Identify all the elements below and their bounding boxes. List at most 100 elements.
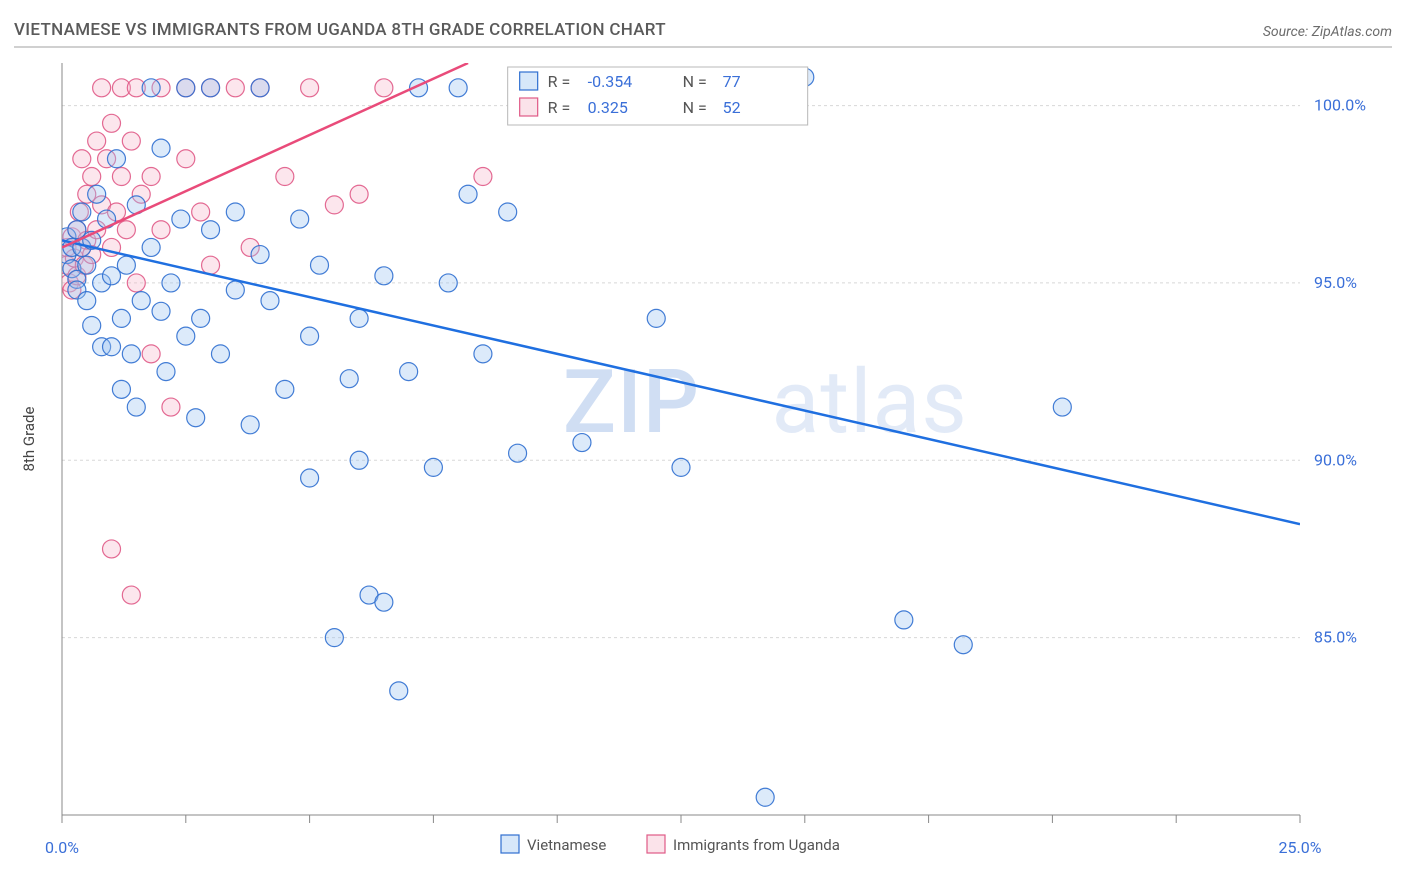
marker-vietnamese <box>251 246 269 264</box>
marker-vietnamese <box>142 79 160 97</box>
marker-vietnamese <box>459 185 477 203</box>
marker-vietnamese <box>177 79 195 97</box>
marker-vietnamese <box>672 458 690 476</box>
y-axis-title: 8th Grade <box>20 407 38 472</box>
marker-vietnamese <box>187 409 205 427</box>
marker-uganda <box>73 150 91 168</box>
marker-uganda <box>325 196 343 214</box>
marker-vietnamese <box>162 274 180 292</box>
y-tick-label: 85.0% <box>1314 628 1357 647</box>
r-value: -0.354 <box>588 72 633 91</box>
source-attribution: Source: ZipAtlas.com <box>1263 24 1392 40</box>
marker-vietnamese <box>1053 398 1071 416</box>
marker-uganda <box>103 540 121 558</box>
marker-uganda <box>103 114 121 132</box>
chart-title: VIETNAMESE VS IMMIGRANTS FROM UGANDA 8TH… <box>14 20 666 40</box>
marker-vietnamese <box>449 79 467 97</box>
x-tick-label: 0.0% <box>45 838 79 857</box>
legend-swatch <box>647 835 665 853</box>
marker-vietnamese <box>202 221 220 239</box>
marker-uganda <box>142 345 160 363</box>
marker-uganda <box>226 79 244 97</box>
marker-uganda <box>350 185 368 203</box>
r-value: 0.325 <box>588 98 628 117</box>
marker-vietnamese <box>390 682 408 700</box>
marker-uganda <box>127 274 145 292</box>
marker-vietnamese <box>226 281 244 299</box>
marker-vietnamese <box>291 210 309 228</box>
marker-uganda <box>202 256 220 274</box>
marker-vietnamese <box>142 238 160 256</box>
legend-swatch <box>501 835 519 853</box>
marker-vietnamese <box>172 210 190 228</box>
marker-uganda <box>122 132 140 150</box>
marker-vietnamese <box>132 292 150 310</box>
marker-uganda <box>162 398 180 416</box>
marker-vietnamese <box>474 345 492 363</box>
source-name: ZipAtlas.com <box>1312 24 1392 40</box>
marker-vietnamese <box>439 274 457 292</box>
marker-vietnamese <box>509 444 527 462</box>
marker-vietnamese <box>499 203 517 221</box>
marker-vietnamese <box>350 309 368 327</box>
source-prefix: Source: <box>1263 24 1312 40</box>
marker-vietnamese <box>424 458 442 476</box>
marker-vietnamese <box>895 611 913 629</box>
marker-vietnamese <box>83 316 101 334</box>
marker-vietnamese <box>350 451 368 469</box>
marker-vietnamese <box>301 469 319 487</box>
legend-swatch <box>520 72 538 90</box>
marker-vietnamese <box>211 345 229 363</box>
x-tick-label: 25.0% <box>1279 838 1322 857</box>
marker-vietnamese <box>177 327 195 345</box>
marker-vietnamese <box>112 309 130 327</box>
marker-uganda <box>375 79 393 97</box>
marker-vietnamese <box>573 434 591 452</box>
legend-label: Immigrants from Uganda <box>673 836 840 854</box>
legend-swatch <box>520 98 538 116</box>
scatter-chart-svg: 85.0%90.0%95.0%100.0%ZIPatlas0.0%25.0%8t… <box>14 55 1392 883</box>
marker-vietnamese <box>251 79 269 97</box>
header-row: VIETNAMESE VS IMMIGRANTS FROM UGANDA 8TH… <box>14 12 1392 48</box>
marker-uganda <box>276 168 294 186</box>
legend-label: Vietnamese <box>527 836 606 854</box>
marker-uganda <box>474 168 492 186</box>
marker-vietnamese <box>112 380 130 398</box>
r-label: R = <box>548 72 571 91</box>
marker-vietnamese <box>117 256 135 274</box>
marker-vietnamese <box>400 363 418 381</box>
marker-uganda <box>93 79 111 97</box>
y-tick-label: 100.0% <box>1314 96 1366 115</box>
marker-uganda <box>301 79 319 97</box>
marker-vietnamese <box>261 292 279 310</box>
marker-vietnamese <box>157 363 175 381</box>
marker-vietnamese <box>152 302 170 320</box>
trend-lines <box>62 63 1300 524</box>
marker-vietnamese <box>88 185 106 203</box>
marker-vietnamese <box>127 398 145 416</box>
n-label: N = <box>683 98 707 117</box>
y-tick-label: 90.0% <box>1314 450 1357 469</box>
marker-vietnamese <box>311 256 329 274</box>
marker-uganda <box>88 132 106 150</box>
marker-uganda <box>177 150 195 168</box>
marker-vietnamese <box>756 788 774 806</box>
chart-area: 85.0%90.0%95.0%100.0%ZIPatlas0.0%25.0%8t… <box>14 55 1392 884</box>
marker-vietnamese <box>276 380 294 398</box>
marker-vietnamese <box>226 203 244 221</box>
r-label: R = <box>548 98 571 117</box>
svg-text:atlas: atlas <box>771 351 967 454</box>
marker-vietnamese <box>202 79 220 97</box>
y-tick-label: 95.0% <box>1314 273 1357 292</box>
marker-vietnamese <box>241 416 259 434</box>
marker-vietnamese <box>103 338 121 356</box>
marker-uganda <box>192 203 210 221</box>
marker-uganda <box>112 168 130 186</box>
n-label: N = <box>683 72 707 91</box>
marker-vietnamese <box>301 327 319 345</box>
marker-vietnamese <box>192 309 210 327</box>
marker-vietnamese <box>340 370 358 388</box>
marker-vietnamese <box>954 636 972 654</box>
marker-vietnamese <box>73 203 91 221</box>
marker-vietnamese <box>78 292 96 310</box>
